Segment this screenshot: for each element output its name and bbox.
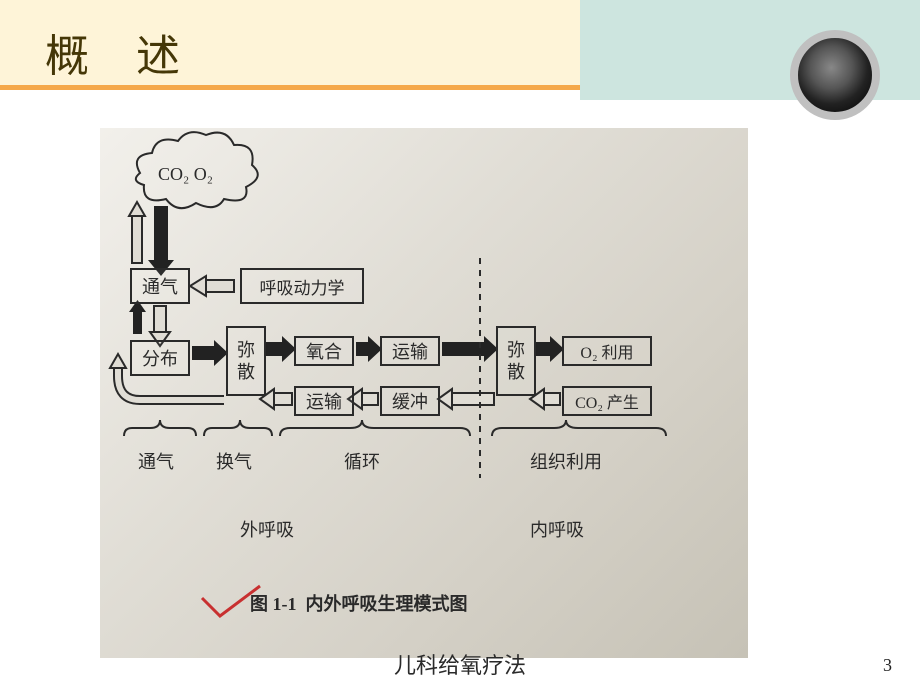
node-dynamics: 呼吸动力学 — [240, 268, 364, 304]
node-co2-prod: CO₂ 产生 — [562, 386, 652, 416]
cloud-text: CO₂ O₂ — [158, 164, 213, 184]
region-internal: 内呼吸 — [530, 516, 584, 542]
respiration-schematic: CO₂ O₂ — [100, 128, 748, 658]
page-number: 3 — [883, 655, 892, 676]
node-oxygenation: 氧合 — [294, 336, 354, 366]
node-diffusion-right: 弥散 — [496, 326, 536, 396]
node-ventilation: 通气 — [130, 268, 190, 304]
red-check-mark-icon — [190, 578, 270, 628]
footer-center-text: 儿科给氧疗法 — [394, 648, 526, 680]
brace-label-vent: 通气 — [138, 448, 174, 474]
node-transport-1: 运输 — [380, 336, 440, 366]
figure-caption: 图 1-1 内外呼吸生理模式图 — [250, 590, 468, 616]
node-diffusion-left: 弥散 — [226, 326, 266, 396]
brace-label-exch: 换气 — [216, 448, 252, 474]
page-title: 概 述 — [45, 20, 198, 84]
region-external: 外呼吸 — [240, 516, 294, 542]
node-buffer: 缓冲 — [380, 386, 440, 416]
diagram-photo-region: CO₂ O₂ — [100, 128, 748, 658]
brace-label-circ: 循环 — [344, 448, 380, 474]
slide-header: 概 述 — [0, 0, 920, 100]
brace-label-tissue: 组织利用 — [530, 448, 602, 474]
node-transport-2: 运输 — [294, 386, 354, 416]
node-distribution: 分布 — [130, 340, 190, 376]
stethoscope-icon — [790, 30, 880, 120]
node-o2-use: O₂ 利用 — [562, 336, 652, 366]
